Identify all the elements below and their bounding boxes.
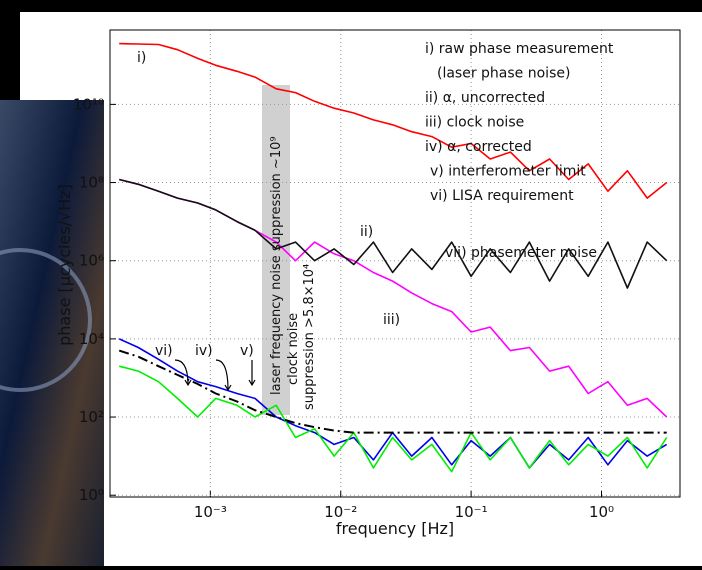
legend-text: i) raw phase measurement [425,41,614,57]
legend-text: v) interferometer limit [430,164,586,180]
band-text: clock noise [286,313,301,385]
x-tick-label: 10⁻² [324,503,357,521]
series-line [119,178,668,289]
legend-text: ii) α, uncorrected [425,90,545,106]
curve-label: vi) [155,343,173,359]
x-axis-label: frequency [Hz] [336,519,454,538]
x-tick-label: 10⁻³ [194,503,227,521]
plot-frame [109,29,681,498]
photo-detail [0,248,92,392]
legend-text: (laser phase noise) [437,66,570,82]
y-tick-label: 10⁰ [79,486,104,504]
y-tick-label: 10⁴ [79,330,104,348]
figure-panel [20,12,702,566]
y-tick-label: 10² [79,408,104,426]
curve-label: vii) phasemeter noise [445,245,597,261]
curve-label: ii) [360,224,373,240]
y-tick-label: 10⁶ [79,252,104,270]
curve-label: iv) [195,343,213,359]
series-line [119,42,668,199]
curve-label: i) [137,50,146,66]
annotation-arrow [174,359,192,387]
y-axis-label: phase [µcycles/√Hz] [55,184,74,346]
plot: 10⁻³ 10⁻² 10⁻¹ 10⁰ 10⁰ 10² 10⁴ 10⁶ 10⁸ 10¹⁰ i) raw… [73,29,681,521]
band-text: suppression >5.8×10⁴ [302,264,317,410]
legend-text: iv) α, corrected [425,139,532,155]
annotation-arrow [215,359,232,392]
photo [0,100,104,566]
curve-label: iii) [383,312,400,328]
annotation-arrow [248,360,256,387]
legend-text: iii) clock noise [425,115,524,131]
x-tick-label: 10⁰ [589,503,614,521]
curve-label: v) [240,343,254,359]
band-text: laser frequency noise suppression ~10⁹ [269,136,284,395]
legend-text: vi) LISA requirement [430,188,574,204]
x-tick-label: 10⁻¹ [455,503,488,521]
y-tick-label: 10⁸ [79,174,104,192]
y-tick-label: 10¹⁰ [73,95,104,113]
series-line [118,349,667,434]
series-line [119,365,668,473]
